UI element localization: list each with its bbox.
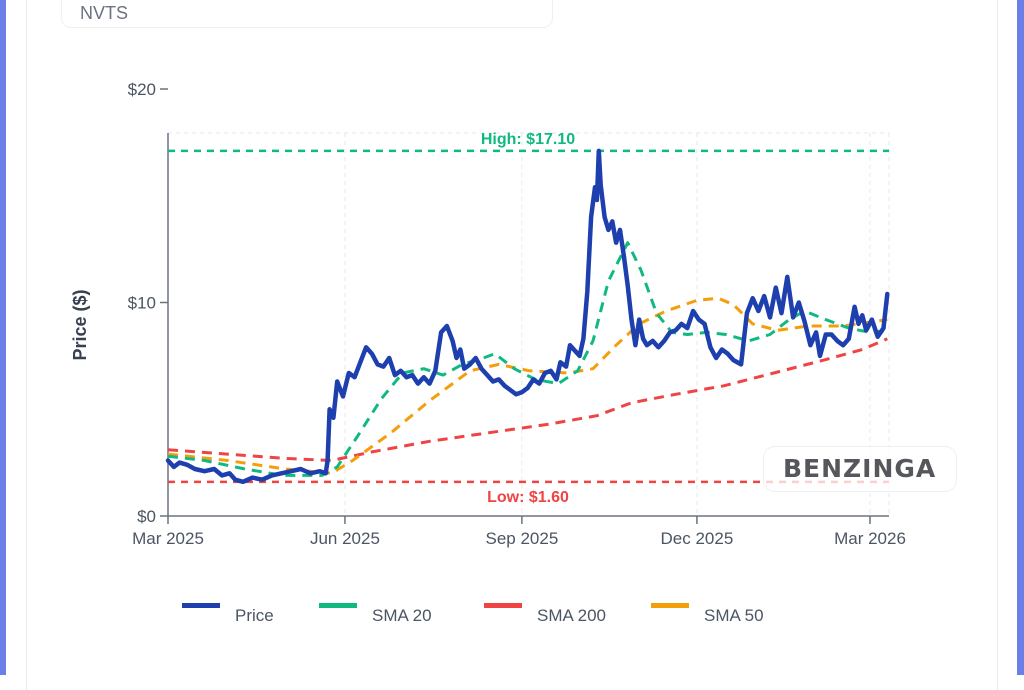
series-line-sma20 xyxy=(167,241,888,477)
y-axis-label: Price ($) xyxy=(70,289,90,360)
reference-lines xyxy=(168,149,889,484)
y-tick-label: $10 xyxy=(128,294,156,313)
high-label: High: $17.10 xyxy=(481,131,575,148)
x-tick-label: Mar 2025 xyxy=(132,529,204,548)
legend-item-sma20[interactable]: SMA 20 xyxy=(319,600,432,626)
legend-swatch-price xyxy=(182,603,220,608)
legend-item-price[interactable]: Price xyxy=(182,600,274,626)
x-tick-label: Jun 2025 xyxy=(310,529,380,548)
legend-swatch-sma50 xyxy=(651,603,689,608)
price-chart: Price ($) Mar 2025 Jun 2025 Sep 2025 Dec 20… xyxy=(70,80,906,548)
watermark-box xyxy=(763,446,957,492)
watermark-logo: BENZINGA xyxy=(783,454,937,483)
low-label: Low: $1.60 xyxy=(487,489,569,506)
y-tick-label: $20 xyxy=(128,80,156,99)
legend-label-sma20: SMA 20 xyxy=(372,606,432,625)
tick-labels: Mar 2025 Jun 2025 Sep 2025 Dec 2025 Mar 2026… xyxy=(128,80,906,548)
legend-item-sma50[interactable]: SMA 50 xyxy=(651,600,764,626)
series-line-sma200 xyxy=(167,337,888,462)
legend-swatch-sma200 xyxy=(484,603,522,608)
series-line-sma50 xyxy=(167,296,888,475)
x-tick-label: Sep 2025 xyxy=(485,529,558,548)
grid xyxy=(168,132,890,516)
x-tick-label: Mar 2026 xyxy=(834,529,906,548)
legend-label-price: Price xyxy=(235,606,274,625)
x-tick-label: Dec 2025 xyxy=(661,529,734,548)
window-edge-left xyxy=(0,0,6,675)
legend-swatch-sma20 xyxy=(319,603,357,608)
chart-panel xyxy=(26,0,998,690)
y-tick-label: $0 xyxy=(137,507,156,526)
legend-item-sma200[interactable]: SMA 200 xyxy=(484,600,606,626)
legend-label-sma200: SMA 200 xyxy=(537,606,606,625)
series-line-price xyxy=(165,148,890,485)
ticker-card xyxy=(61,0,553,28)
window-edge-right xyxy=(1017,0,1024,675)
axes xyxy=(160,88,889,524)
annotations: High: $17.10 Low: $1.60 xyxy=(481,131,575,506)
legend-label-sma50: SMA 50 xyxy=(704,606,764,625)
ticker-symbol: NVTS xyxy=(80,3,129,23)
series-lines xyxy=(165,148,890,485)
